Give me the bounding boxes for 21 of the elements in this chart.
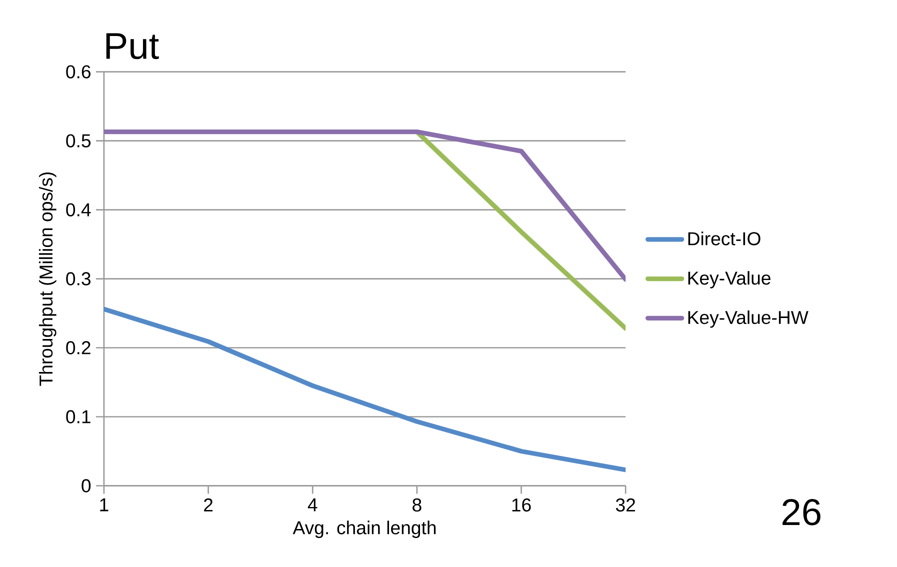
line-series: [104, 306, 626, 472]
text: 26: [782, 499, 820, 526]
legend-label: Direct-IO: [688, 232, 760, 246]
y-tick-label: 0.6: [66, 65, 90, 78]
y-tick-label: 0.2: [66, 341, 90, 354]
chart-title: Put: [106, 33, 159, 60]
x-axis-title: Avg. chain length: [292, 520, 436, 538]
x-tick-label: 4: [308, 498, 318, 512]
x-tick-label: 32: [616, 498, 636, 512]
x-tick-label: 2: [204, 498, 213, 512]
y-axis-title: Throughput (Million ops/s): [38, 172, 56, 386]
y-tick-label: 0.1: [66, 410, 90, 424]
x-tick-label: 16: [512, 498, 531, 512]
legend-label: Key-Value: [688, 271, 770, 288]
y-tick-label: 0.3: [66, 272, 90, 286]
y-tick-label: 0: [82, 479, 91, 492]
x-tick-label: 8: [412, 498, 422, 512]
y-tick-label: 0.5: [66, 134, 91, 148]
y-tick-label: 0.4: [66, 203, 91, 216]
legend-label: Key-Value-HW: [688, 310, 808, 328]
x-tick-label: 1: [100, 498, 108, 512]
